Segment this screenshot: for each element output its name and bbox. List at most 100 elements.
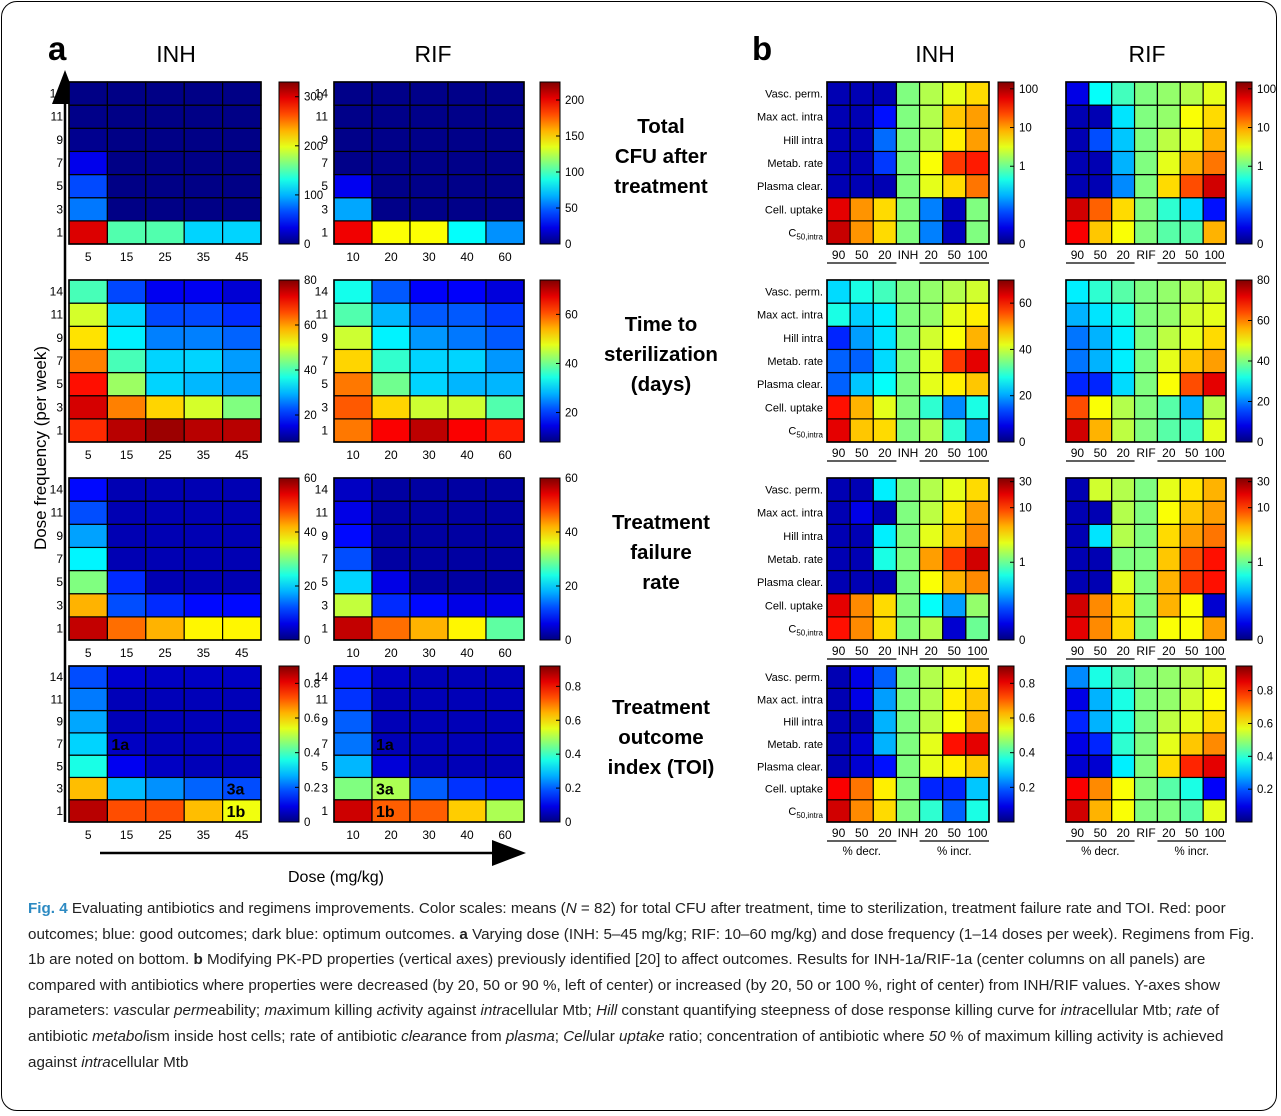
y-tick-label: 5 [321, 377, 328, 391]
heatmap-cell [183, 799, 224, 823]
caption-seg: intra [81, 1053, 111, 1071]
heatmap-cell [409, 523, 449, 549]
row-param-label: Max act. intra [757, 694, 824, 706]
heatmap-cell [68, 302, 109, 327]
heatmap-cell [106, 754, 147, 779]
heatmap-cell [1156, 325, 1181, 351]
y-tick-label: 7 [321, 552, 328, 566]
col-label: 90 [832, 644, 846, 658]
heatmap-cell [1179, 325, 1204, 351]
heatmap-cell [183, 325, 224, 351]
heatmap-cell [409, 799, 449, 823]
heatmap-cell [68, 709, 109, 734]
heatmap-cell [183, 754, 224, 779]
colorbar-tick-label: 60 [565, 309, 578, 321]
heatmap-cell [371, 81, 411, 106]
heatmap-cell [872, 546, 898, 572]
col-label: 90 [832, 248, 846, 262]
col-label: 100 [967, 644, 987, 658]
colorbar-tick-label: 20 [1019, 391, 1032, 403]
heatmap-cell [942, 616, 967, 641]
heatmap-cell [872, 395, 898, 420]
heatmap-cell [872, 150, 898, 176]
heatmap-cell [409, 348, 449, 374]
heatmap-cell [965, 127, 990, 153]
heatmap-cell [942, 546, 967, 572]
heatmap-cell [183, 477, 224, 502]
a-x-axis-label: Dose (mg/kg) [288, 869, 384, 886]
y-tick-label: 5 [56, 759, 63, 773]
heatmap-cell [895, 569, 921, 595]
heatmap-cell [1179, 395, 1204, 420]
heatmap-cell [872, 348, 898, 374]
heatmap-cell [1065, 418, 1090, 443]
x-tick-label: 20 [384, 448, 398, 462]
heatmap-cell [1111, 197, 1136, 222]
heatmap-cell [1202, 546, 1227, 572]
heatmap-cell [333, 776, 373, 801]
heatmap-cell [1133, 569, 1159, 595]
heatmap-cell [1179, 500, 1204, 525]
colorbar-tick-label: 0.2 [1257, 784, 1273, 796]
heatmap-cell [409, 371, 449, 397]
heatmap-cell [222, 279, 262, 304]
row-title: sterilization [604, 343, 718, 366]
heatmap-cell [333, 279, 373, 304]
x-tick-label: 60 [498, 828, 512, 842]
heatmap-cell [485, 395, 525, 420]
x-tick-label: 45 [235, 828, 249, 842]
heatmap-cell [371, 302, 411, 327]
colorbar-tick-label: 0 [565, 817, 571, 829]
caption-seg: plasma [505, 1027, 555, 1045]
heatmap-cell [333, 799, 373, 823]
figure-caption: Fig. 4 Evaluating antibiotics and regime… [28, 896, 1266, 1075]
heatmap-cell [826, 325, 851, 351]
heatmap-cell [145, 302, 185, 327]
heatmap-cell [849, 173, 874, 199]
heatmap-frame [826, 477, 990, 641]
heatmap-cell [872, 418, 898, 443]
heatmap-cell [1065, 104, 1090, 129]
heatmap-cell [942, 754, 967, 779]
heatmap-cell [145, 150, 185, 176]
heatmap-cell [942, 665, 967, 689]
heatmap-cell [145, 418, 185, 443]
heatmap-cell [872, 477, 898, 502]
heatmap-cell [918, 348, 944, 374]
y-tick-label: 1 [321, 423, 328, 437]
heatmap-cell [849, 197, 874, 222]
heatmap-cell [872, 616, 898, 641]
heatmap-cell [918, 477, 944, 502]
heatmap-cell [145, 569, 185, 595]
heatmap-cell [1111, 325, 1136, 351]
colorbar-tick-label: 200 [304, 141, 323, 153]
heatmap-cell [1202, 173, 1227, 199]
caption-text-2: = 82) for total CFU after treatment, tim… [28, 900, 1226, 943]
heatmap-cell [106, 500, 147, 525]
regimen-annotation: 3a [376, 782, 394, 799]
pct-incr-label: % incr. [1174, 846, 1209, 858]
heatmap-cell [222, 81, 262, 106]
heatmap-cell [965, 616, 990, 641]
col-label: 50 [855, 248, 869, 262]
y-tick-label: 9 [56, 715, 63, 729]
col-label: 50 [1094, 446, 1108, 460]
heatmap-cell [485, 127, 525, 153]
heatmap-cell [1133, 104, 1159, 129]
heatmap-cell [1133, 325, 1159, 351]
caption-seg: ivity against [396, 1002, 481, 1020]
col-label: 100 [1205, 644, 1225, 658]
col-label: 90 [1071, 248, 1085, 262]
y-tick-label: 9 [321, 133, 328, 147]
heatmap-cell [826, 81, 851, 106]
y-tick-label: 14 [50, 670, 64, 684]
heatmap-cell [1065, 477, 1090, 502]
heatmap-cell [826, 569, 851, 595]
heatmap-cell [942, 348, 967, 374]
heatmap-cell [447, 395, 487, 420]
heatmap-cell [371, 279, 411, 304]
heatmap-cell [849, 395, 874, 420]
heatmap-cell [1156, 500, 1181, 525]
heatmap-cell [1202, 197, 1227, 222]
heatmap-cell [1179, 173, 1204, 199]
